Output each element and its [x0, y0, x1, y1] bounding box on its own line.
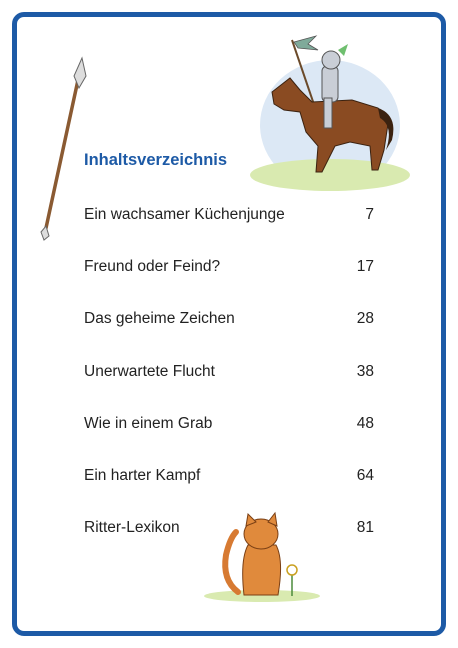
entry-page: 64: [356, 467, 374, 484]
toc-entry: Ein wachsamer Küchenjunge 7: [84, 206, 374, 228]
toc-entry: Das geheime Zeichen 28: [84, 310, 374, 332]
spear: [40, 56, 87, 241]
entry-title: Unerwartete Flucht: [84, 362, 215, 380]
entry-title: Ritter-Lexikon: [84, 519, 180, 537]
toc-entry: Unerwartete Flucht 38: [84, 363, 374, 385]
toc-entry: Wie in einem Grab 48: [84, 415, 374, 437]
entry-page: 38: [356, 362, 374, 380]
entry-page: 48: [356, 414, 374, 432]
toc-title: Inhaltsverzeichnis: [84, 151, 228, 169]
entry-title: Ein wachsamer Küchenjunge: [84, 206, 285, 223]
entry-title: Das geheime Zeichen: [84, 310, 235, 328]
toc-entry: Freund oder Feind? 17: [84, 258, 374, 280]
toc-entry: Ein harter Kampf 64: [84, 467, 374, 489]
entry-page: 17: [356, 258, 374, 276]
toc-entry: Ritter-Lexikon 81: [84, 519, 374, 541]
cat-illustration: [204, 511, 320, 602]
knight-illustration: [250, 35, 410, 191]
entry-page: 7: [365, 206, 374, 223]
entry-title: Wie in einem Grab: [84, 414, 213, 432]
entry-title: Freund oder Feind?: [84, 258, 221, 276]
entry-title: Ein harter Kampf: [84, 467, 201, 484]
entry-page: 28: [356, 310, 374, 328]
entry-page: 81: [356, 519, 374, 537]
